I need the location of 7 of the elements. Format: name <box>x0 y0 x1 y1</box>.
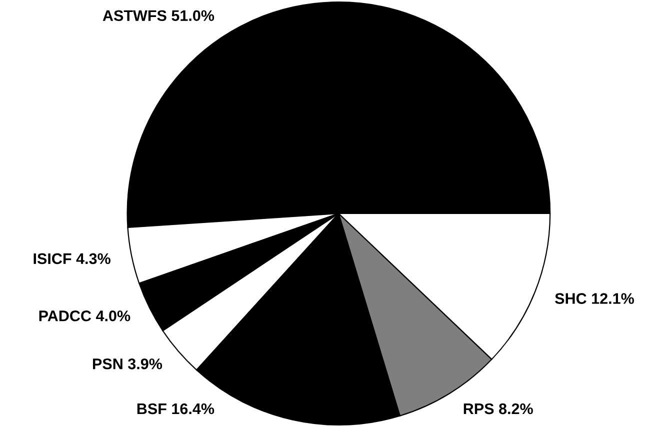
slice-label: ASTWFS 51.0% <box>102 10 214 22</box>
slice-label: BSF 16.4% <box>137 403 214 414</box>
slice-label: RPS 8.2% <box>464 403 533 414</box>
slice-label: PADCC 4.0% <box>39 310 130 322</box>
slice-label: SHC 12.1% <box>555 293 634 304</box>
slice-label: ISICF 4.3% <box>34 253 110 264</box>
slice-label: PSN 3.9% <box>92 358 162 370</box>
